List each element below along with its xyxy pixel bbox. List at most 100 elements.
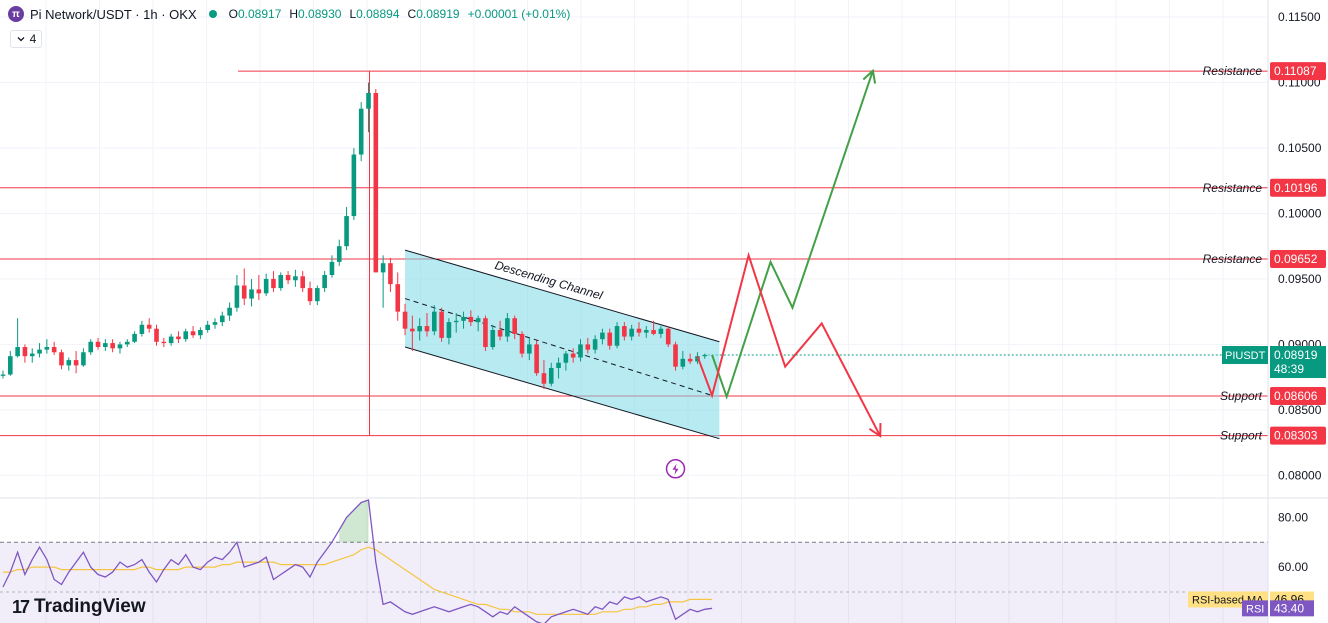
candle-body [220, 315, 225, 323]
candle-body [315, 288, 320, 302]
symbol-title[interactable]: Pi Network/USDT · 1h · OKX [30, 6, 197, 22]
price-line-name: Resistance [1203, 252, 1263, 266]
candle-body [702, 354, 708, 357]
candle-body [453, 320, 459, 323]
candle-body [103, 343, 108, 348]
candle-body [358, 108, 364, 155]
price-line-name: Support [1220, 389, 1263, 403]
open-value: 0.08917 [237, 7, 282, 21]
price-line-value: 0.11087 [1274, 64, 1317, 78]
channel-lower-line [404, 346, 720, 440]
current-price-value: 0.08919 [1274, 348, 1318, 362]
candle-body [534, 344, 539, 374]
candle-body [29, 353, 35, 357]
tv-mark-icon: 17 [12, 596, 30, 617]
indicators-count: 4 [29, 32, 37, 46]
candle-body [285, 275, 291, 281]
candle-body [585, 344, 591, 350]
chart-legend: π Pi Network/USDT · 1h · OKX O0.08917 H0… [8, 4, 570, 24]
candle-body [168, 336, 174, 344]
candle-body [490, 330, 496, 348]
candle-body [600, 332, 605, 340]
bullish-arrowhead [862, 68, 877, 84]
price-line-name: Support [1220, 429, 1263, 443]
chevron-down-icon [17, 37, 25, 42]
rsi-value-tag [1270, 600, 1314, 617]
candle-body [336, 246, 342, 262]
price-axis: 0.115000.110000.105000.100000.095000.090… [1267, 0, 1322, 623]
candle-body [293, 276, 298, 281]
candle-body [439, 311, 444, 338]
price-line-tag [1270, 426, 1326, 445]
close-value: 0.08919 [416, 7, 460, 21]
candle-body [519, 333, 525, 354]
bearish-arrowhead [868, 423, 882, 438]
candle-body [249, 289, 254, 299]
candle-body [417, 326, 422, 332]
price-line-value: 0.08606 [1274, 389, 1318, 403]
price-line-value: 0.09652 [1274, 252, 1318, 266]
rsi-line [2, 499, 713, 623]
candle-body [687, 358, 693, 362]
candle-body [241, 285, 247, 299]
price-tick-label: 0.11500 [1278, 10, 1321, 24]
high-value: 0.08930 [298, 7, 342, 21]
candle-body [329, 261, 335, 275]
indicators-toggle[interactable]: 4 [10, 30, 42, 48]
candle-body [505, 318, 510, 337]
price-line-tag [1270, 62, 1326, 81]
rsi-band [0, 542, 1268, 623]
candle-body [475, 318, 481, 323]
candle-body [468, 316, 474, 323]
price-tick-label: 0.10000 [1278, 206, 1322, 220]
candle-body [59, 352, 64, 366]
candle-body [388, 263, 393, 285]
candle-body [673, 344, 678, 367]
tradingview-logo-icon[interactable]: 17 TradingView [12, 596, 146, 618]
candle-body [146, 324, 152, 329]
candle-body [366, 92, 371, 109]
candle-body [622, 326, 627, 337]
candle-body [497, 330, 503, 337]
candle-body [271, 278, 276, 289]
current-price-tag [1270, 346, 1326, 379]
rsi-name: RSI [1246, 603, 1264, 615]
candle-body [351, 154, 357, 217]
candle-body [256, 289, 262, 294]
candle-body [373, 92, 379, 273]
candle-body [154, 328, 159, 342]
brand-name: TradingView [34, 596, 146, 617]
rsi-ma-line [3, 546, 713, 615]
candle-body [410, 328, 415, 332]
symbol-tag [1222, 346, 1268, 365]
candle-body [227, 307, 232, 316]
candle-body [395, 284, 401, 312]
candle-body [461, 316, 466, 321]
price-tick-label: 0.09500 [1278, 272, 1322, 286]
candle-body [110, 343, 115, 349]
candle-body [344, 216, 349, 247]
scenario-arrows [696, 68, 882, 438]
pi-coin-icon[interactable]: π [8, 6, 24, 22]
candle-body [578, 344, 583, 358]
candle-body [607, 332, 613, 346]
candle-body [643, 330, 649, 333]
candle-body [629, 328, 634, 337]
candle-body [527, 344, 532, 354]
candle-body [176, 336, 181, 340]
price-line-tag [1270, 387, 1326, 405]
candle-body [307, 288, 313, 302]
price-tick-label: 0.08500 [1278, 403, 1322, 417]
rsi-tick-label: 80.00 [1278, 510, 1308, 524]
candle-body [541, 373, 547, 384]
candle-body [658, 328, 664, 334]
candle-body [651, 330, 656, 334]
candle-body [8, 356, 13, 375]
low-value: 0.08894 [356, 7, 400, 21]
candle-body [15, 347, 20, 357]
price-tick-label: 0.10500 [1278, 141, 1322, 155]
candle-body [665, 328, 671, 345]
rsi-name-tag [1242, 600, 1268, 617]
